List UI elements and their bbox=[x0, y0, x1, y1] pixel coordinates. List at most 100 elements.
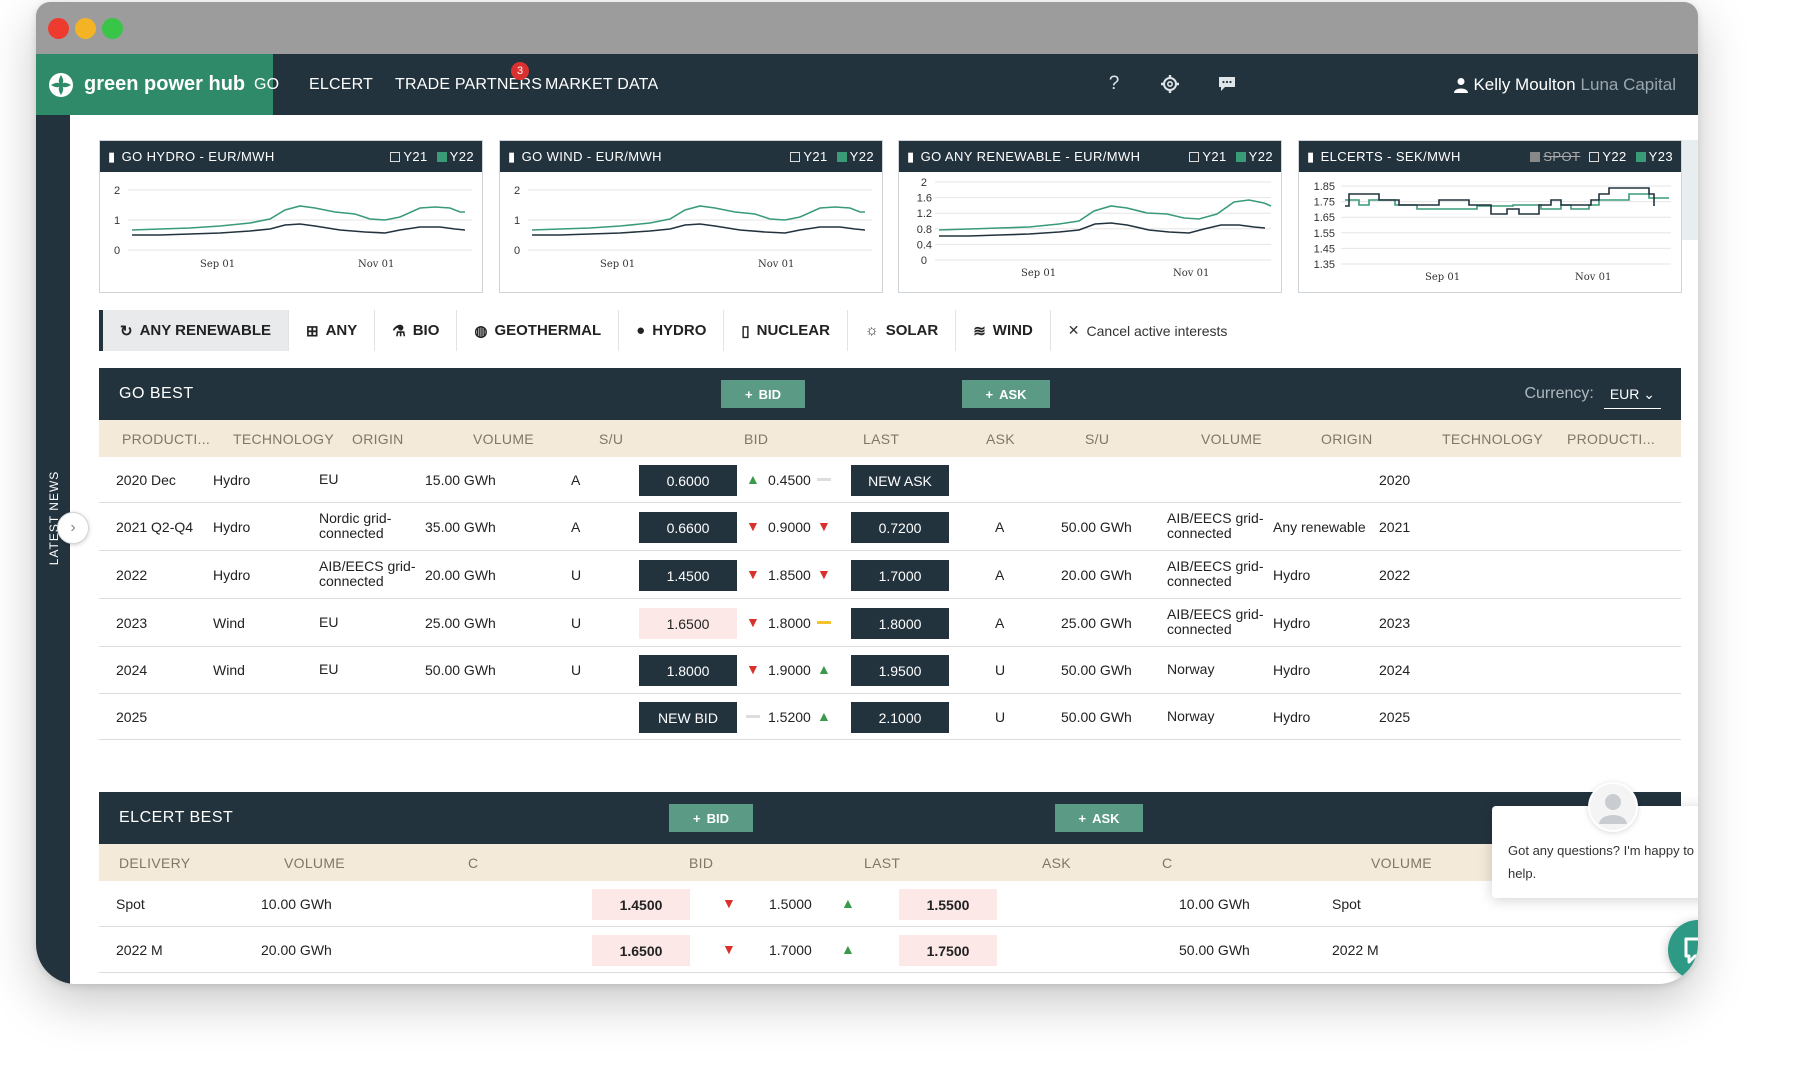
col-production[interactable]: PRODUCTI... bbox=[122, 431, 211, 447]
filter-label: SOLAR bbox=[885, 322, 939, 339]
toggle-y22[interactable]: Y22 bbox=[1589, 149, 1626, 164]
col-ask[interactable]: ASK bbox=[1042, 855, 1071, 871]
nav-elcert-label: ELCERT bbox=[309, 75, 374, 93]
toggle-y21[interactable]: Y21 bbox=[390, 149, 427, 164]
col-ask-origin[interactable]: ORIGIN bbox=[1321, 431, 1373, 447]
table-row[interactable]: 2024 Wind EU 50.00 GWh U 1.8000 ▼ 1.9000 ▲ 1.9500… bbox=[99, 647, 1681, 694]
close-window-button[interactable] bbox=[48, 18, 69, 39]
ask-technology-cell: Hydro bbox=[1273, 662, 1311, 678]
toggle-y22[interactable]: Y22 bbox=[836, 149, 874, 164]
elcert-ask-button[interactable]: + ASK bbox=[1055, 804, 1143, 832]
series-y22-line bbox=[938, 199, 1272, 231]
ask-button-label: ASK bbox=[1092, 810, 1120, 826]
go-ask-button[interactable]: + ASK bbox=[962, 380, 1050, 408]
toggle-spot[interactable]: SPOT bbox=[1530, 149, 1580, 164]
col-ask[interactable]: ASK bbox=[986, 431, 1015, 447]
ask-price-button[interactable]: 1.9500 bbox=[851, 655, 949, 686]
col-volume[interactable]: VOLUME bbox=[473, 431, 534, 447]
table-row[interactable]: 2025 NEW BID 1.5200 ▲ 2.1000 U 50.00 GWh Norway… bbox=[99, 694, 1681, 740]
bid-price-button[interactable]: 1.6500 bbox=[592, 935, 690, 966]
ask-price-button[interactable]: 1.7500 bbox=[899, 935, 997, 966]
gear-icon[interactable] bbox=[1157, 71, 1183, 97]
filter-any-renewable[interactable]: ↻ ANY RENEWABLE bbox=[99, 310, 289, 351]
col-bid[interactable]: BID bbox=[744, 431, 769, 447]
col-ask-technology[interactable]: TECHNOLOGY bbox=[1442, 431, 1544, 447]
toggle-y21[interactable]: Y21 bbox=[1189, 149, 1226, 164]
filter-label: ANY RENEWABLE bbox=[139, 322, 271, 339]
last-trend-icon: ▲ bbox=[746, 471, 760, 487]
help-icon[interactable]: ? bbox=[1108, 73, 1120, 94]
filter-any[interactable]: ⊞ ANY bbox=[289, 310, 376, 351]
y-tick: 2 bbox=[921, 177, 927, 189]
table-row[interactable]: Spot 10.00 GWh 1.4500 ▼ 1.5000 ▲ 1.5500 10.00 G… bbox=[99, 881, 1681, 927]
ask-su-cell: A bbox=[995, 567, 1005, 583]
col-volume[interactable]: VOLUME bbox=[284, 855, 345, 871]
elcert-best-title: ELCERT BEST bbox=[119, 809, 234, 826]
filter-hydro[interactable]: ● HYDRO bbox=[619, 310, 725, 351]
col-ask-su[interactable]: S/U bbox=[1085, 431, 1110, 447]
bid-price-button[interactable]: NEW BID bbox=[639, 702, 737, 733]
bid-price-button[interactable]: 1.6500 bbox=[639, 608, 737, 639]
nav-trade-partners[interactable]: TRADE PARTNERS bbox=[395, 54, 542, 115]
toggle-y21[interactable]: Y21 bbox=[790, 149, 827, 164]
bid-price-button[interactable]: 0.6000 bbox=[639, 465, 737, 496]
nav-market-data[interactable]: MARKET DATA bbox=[545, 54, 658, 115]
go-best-rows: 2020 Dec Hydro EU 15.00 GWh A 0.6000 ▲ 0.4500 NE… bbox=[99, 457, 1681, 740]
col-ask-volume[interactable]: VOLUME bbox=[1201, 431, 1262, 447]
ask-price-button[interactable]: 1.5500 bbox=[899, 889, 997, 920]
col-ask-production[interactable]: PRODUCTI... bbox=[1567, 431, 1656, 447]
chat-icon[interactable] bbox=[1214, 71, 1240, 97]
col-c[interactable]: C bbox=[468, 855, 479, 871]
bid-price-button[interactable]: 1.8000 bbox=[639, 655, 737, 686]
bid-price-button[interactable]: 0.6600 bbox=[639, 512, 737, 543]
maximize-window-button[interactable] bbox=[102, 18, 123, 39]
table-row[interactable]: 2022 Hydro AIB/EECS grid-connected 20.00 GW… bbox=[99, 551, 1681, 599]
filter-wind[interactable]: ≋ WIND bbox=[956, 310, 1051, 351]
col-su[interactable]: S/U bbox=[599, 431, 624, 447]
ask-technology-cell: Hydro bbox=[1273, 709, 1311, 725]
elcert-bid-button[interactable]: + BID bbox=[669, 804, 753, 832]
bid-price-button[interactable]: 1.4500 bbox=[592, 889, 690, 920]
currency-select[interactable]: EUR ⌄ bbox=[1603, 380, 1661, 409]
y-tick: 1.6 bbox=[917, 193, 932, 205]
col-delivery[interactable]: DELIVERY bbox=[119, 855, 191, 871]
nav-go[interactable]: GO bbox=[254, 54, 279, 115]
col-ask-volume[interactable]: VOLUME bbox=[1371, 855, 1432, 871]
nav-elcert[interactable]: ELCERT bbox=[309, 54, 373, 115]
col-last[interactable]: LAST bbox=[864, 855, 901, 871]
table-row[interactable]: 2023 Wind EU 25.00 GWh U 1.6500 ▼ 1.8000 1.8000 A… bbox=[99, 599, 1681, 647]
bid-price-button[interactable]: 1.4500 bbox=[639, 560, 737, 591]
go-bid-button[interactable]: + BID bbox=[721, 380, 805, 408]
ask-price-button[interactable]: 1.8000 bbox=[851, 608, 949, 639]
chat-popup[interactable]: ✕ Got any questions? I'm happy to help. bbox=[1492, 782, 1698, 898]
sidebar-expand-button[interactable]: › bbox=[57, 512, 89, 544]
currency-selector[interactable]: Currency: EUR ⌄ bbox=[1524, 368, 1661, 420]
toggle-y23[interactable]: Y23 bbox=[1635, 149, 1673, 164]
col-origin[interactable]: ORIGIN bbox=[352, 431, 404, 447]
user-menu[interactable]: Kelly Moulton Luna Capital bbox=[1454, 54, 1676, 115]
col-bid[interactable]: BID bbox=[689, 855, 714, 871]
col-last[interactable]: LAST bbox=[863, 431, 900, 447]
ask-price-button[interactable]: 2.1000 bbox=[851, 702, 949, 733]
chart-title: GO ANY RENEWABLE - EUR/MWH bbox=[920, 149, 1141, 164]
nav-market-data-label: MARKET DATA bbox=[545, 75, 659, 93]
ask-price-button[interactable]: 1.7000 bbox=[851, 560, 949, 591]
col-technology[interactable]: TECHNOLOGY bbox=[233, 431, 335, 447]
toggle-y22[interactable]: Y22 bbox=[436, 149, 474, 164]
filter-solar[interactable]: ☼ SOLAR bbox=[848, 310, 957, 351]
ask-price-button[interactable]: NEW ASK bbox=[851, 465, 949, 496]
filter-bio[interactable]: ⚗ BIO bbox=[375, 310, 458, 351]
table-row[interactable]: 2022 M 20.00 GWh 1.6500 ▼ 1.7000 ▲ 1.7500 50.00… bbox=[99, 927, 1681, 973]
filter-nuclear[interactable]: ▯ NUCLEAR bbox=[724, 310, 848, 351]
cancel-active-interests[interactable]: ✕ Cancel active interests bbox=[1051, 310, 1245, 351]
col-ask-c[interactable]: C bbox=[1162, 855, 1173, 871]
toggle-y22[interactable]: Y22 bbox=[1235, 149, 1273, 164]
table-row[interactable]: 2021 Q2-Q4 Hydro Nordic grid-connected 35.0… bbox=[99, 503, 1681, 551]
minimize-window-button[interactable] bbox=[75, 18, 96, 39]
table-row[interactable]: 2020 Dec Hydro EU 15.00 GWh A 0.6000 ▲ 0.4500 NE… bbox=[99, 457, 1681, 503]
ask-price-button[interactable]: 0.7200 bbox=[851, 512, 949, 543]
latest-news-sidebar[interactable]: LATEST NEWS bbox=[36, 115, 70, 984]
filter-geothermal[interactable]: ◍ GEOTHERMAL bbox=[457, 310, 620, 351]
brand-logo[interactable]: green power hub bbox=[36, 54, 273, 115]
chart-tools-rail[interactable] bbox=[1680, 140, 1698, 240]
